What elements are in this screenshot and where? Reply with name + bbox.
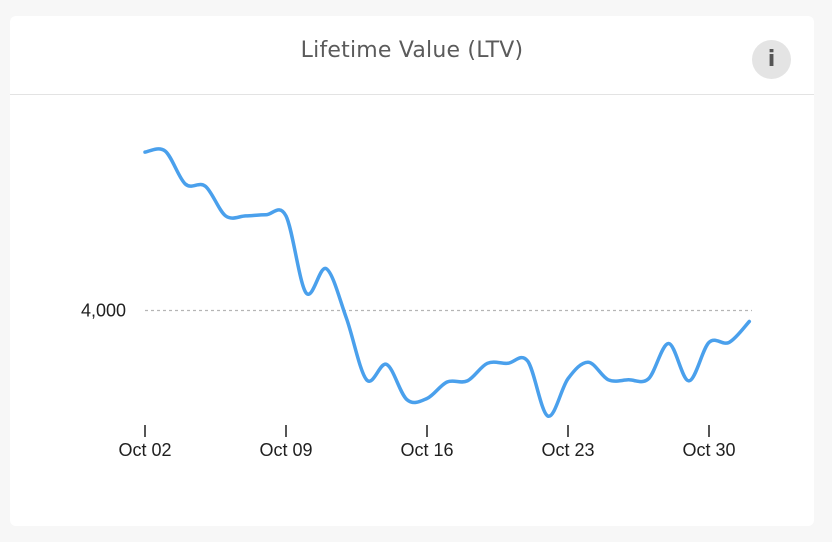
x-tick-label: Oct 02: [118, 440, 171, 460]
ltv-series-line: [143, 147, 752, 418]
ltv-card: Lifetime Value (LTV) i: [10, 16, 814, 526]
card-header: Lifetime Value (LTV) i: [10, 16, 814, 95]
info-button[interactable]: i: [752, 40, 791, 79]
info-icon: i: [767, 47, 776, 72]
reference-line-label: 4,000: [81, 301, 126, 321]
card-title: Lifetime Value (LTV): [300, 38, 524, 63]
x-tick-label: Oct 23: [541, 440, 594, 460]
x-tick-label: Oct 16: [400, 440, 453, 460]
x-tick-label: Oct 30: [682, 440, 735, 460]
x-tick-label: Oct 09: [259, 440, 312, 460]
